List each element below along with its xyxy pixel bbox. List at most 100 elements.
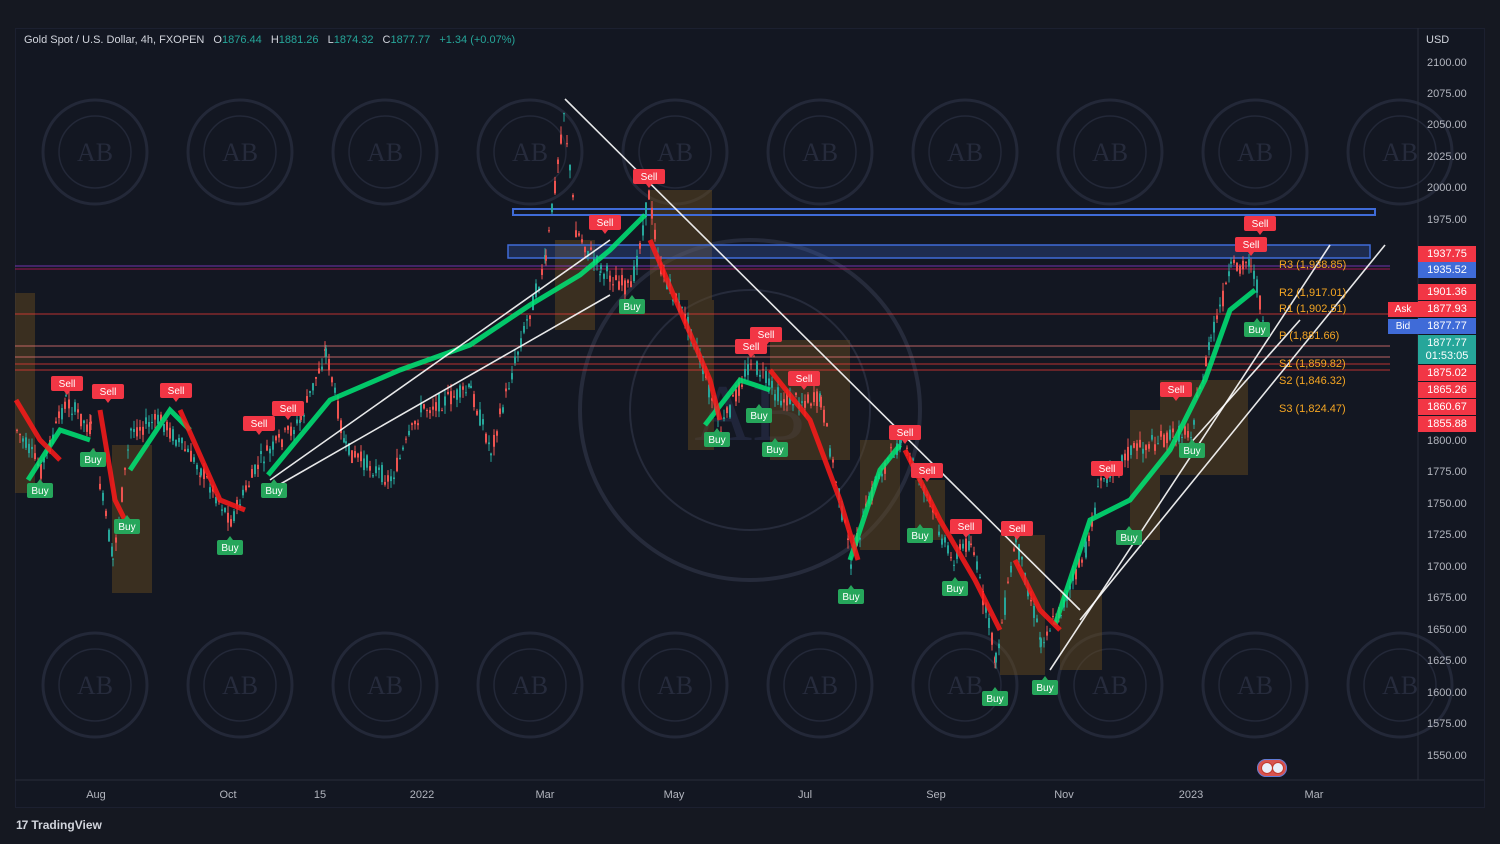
bearish-trend-band [768, 368, 861, 561]
candle-body [1030, 599, 1032, 602]
candle-body [938, 531, 940, 536]
candle-body [1133, 442, 1135, 448]
candle-body [108, 529, 110, 542]
sell-signal-pointer [105, 399, 111, 403]
watermark-icon [629, 289, 871, 531]
candle-body [944, 537, 946, 543]
tv-logo-icon: 17 [16, 818, 28, 832]
candle-body [351, 450, 353, 463]
sell-signal-bg [1091, 461, 1123, 476]
candle-body [1250, 265, 1252, 267]
candle-body [723, 417, 725, 419]
price-axis-label: 1550.00 [1427, 750, 1467, 762]
candle-body [973, 552, 975, 555]
candle-body [420, 403, 422, 413]
candle-body [606, 265, 608, 272]
buy-signal-text: Buy [84, 455, 101, 466]
candle-body [747, 363, 749, 376]
sell-signal-pointer [1104, 476, 1110, 480]
candle-body [681, 306, 683, 309]
candle-body [941, 538, 943, 545]
candle-body [1103, 478, 1105, 480]
candle-body [1052, 615, 1054, 617]
candle-body [729, 405, 731, 418]
watermark-icon [1218, 115, 1292, 189]
candle-body [325, 348, 327, 357]
buy-signal-pointer [227, 536, 233, 540]
sell-signal-text: Sell [100, 387, 117, 398]
buy-signal-pointer [917, 524, 923, 528]
candle-body [34, 453, 36, 459]
buy-signal-bg [942, 581, 968, 596]
sell-signal-pointer [256, 431, 262, 435]
watermark-icon [41, 631, 149, 739]
watermark-icon [578, 238, 922, 582]
candle-body [627, 280, 629, 283]
candle-body [1018, 544, 1020, 560]
candle-body [953, 564, 955, 566]
sell-signal-pointer [64, 391, 70, 395]
buy-signal-bg [27, 483, 53, 498]
tradingview-logo[interactable]: 17 TradingView [16, 818, 102, 832]
candle-body [1233, 259, 1235, 263]
buy-signal-text: Buy [221, 543, 238, 554]
candle-body [900, 440, 902, 443]
time-axis-label: Nov [1054, 789, 1074, 801]
candle-body [230, 519, 232, 527]
time-axis-label: Aug [86, 789, 106, 801]
candle-body [569, 165, 571, 171]
candle-body [807, 394, 809, 403]
watermark-icon [493, 115, 567, 189]
currency-label[interactable]: USD [1426, 34, 1450, 46]
candle-body [765, 371, 767, 383]
candle-body [68, 399, 70, 409]
sell-signal-pointer [646, 184, 652, 188]
candle-body [587, 251, 589, 256]
candle-body [1259, 295, 1261, 310]
candle-body [1208, 342, 1210, 350]
buy-signal-bg [704, 432, 730, 447]
sell-signal-text: Sell [168, 386, 185, 397]
buy-signal-text: Buy [986, 694, 1003, 705]
close-value: 1877.77 [390, 34, 431, 46]
buy-signal-bg [1032, 680, 1058, 695]
watermark-text: AB [1237, 138, 1273, 167]
range-box [860, 440, 900, 550]
candle-body [979, 576, 981, 578]
sell-signal-text: Sell [1009, 524, 1026, 535]
candle-body [89, 422, 91, 435]
candle-body [985, 603, 987, 613]
candle-body [795, 393, 797, 395]
candle-body [200, 468, 202, 476]
sell-signal-text: Sell [280, 404, 297, 415]
buy-signal-text: Buy [946, 584, 963, 595]
sell-signal-bg [750, 327, 782, 342]
watermark-text: AB [947, 138, 983, 167]
watermark-text: AB [657, 138, 693, 167]
watermark-icon [766, 631, 874, 739]
watermark-icon [783, 648, 857, 722]
candle-body [768, 378, 770, 386]
watermark-text: AB [802, 138, 838, 167]
price-axis-label: 1775.00 [1427, 466, 1467, 478]
candle-body [499, 408, 501, 415]
candle-body [648, 190, 650, 200]
candle-body [906, 447, 908, 449]
candle-body [988, 618, 990, 628]
candle-body [163, 424, 165, 433]
candle-body [1127, 446, 1129, 461]
candle-body [1157, 443, 1159, 445]
candle-body [148, 422, 150, 427]
candle-body [1148, 444, 1150, 449]
events-flag-icon[interactable] [1257, 759, 1287, 777]
candle-body [405, 438, 407, 440]
candle-body [43, 458, 45, 463]
buy-signal-bg [217, 540, 243, 555]
bearish-trend-band [13, 398, 62, 462]
symbol-title[interactable]: Gold Spot / U.S. Dollar, 4h, FXOPEN [24, 34, 205, 46]
sell-signal-bg [272, 401, 304, 416]
candle-body [64, 401, 66, 409]
candle-body [260, 451, 262, 455]
